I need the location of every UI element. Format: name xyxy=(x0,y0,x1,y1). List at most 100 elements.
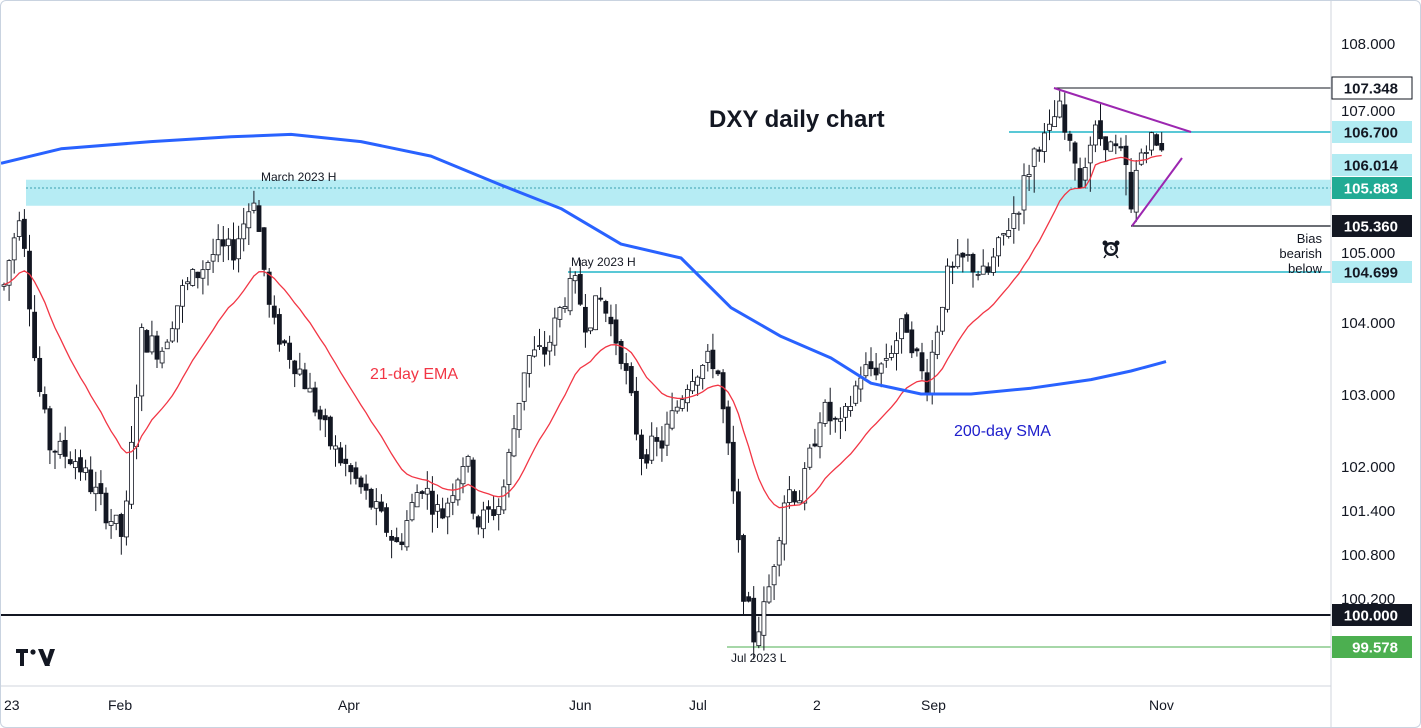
candle-body xyxy=(6,260,12,286)
candle-body xyxy=(149,335,155,353)
candle-body xyxy=(827,401,833,422)
candle-body xyxy=(307,387,313,393)
candle-body xyxy=(583,306,588,333)
candle-body xyxy=(562,306,568,310)
candle-body xyxy=(292,360,298,375)
resistance-zone xyxy=(26,179,1331,206)
candle-body xyxy=(1001,233,1006,236)
candle-body xyxy=(664,423,670,446)
price-badge-label: 100.000 xyxy=(1344,608,1398,625)
candle-body xyxy=(873,367,879,376)
candle-body xyxy=(919,352,925,372)
candle-body xyxy=(83,467,88,473)
candle-body xyxy=(929,351,935,395)
candle-body xyxy=(389,535,395,541)
candle-body xyxy=(460,466,466,485)
price-badge-label: 105.883 xyxy=(1344,181,1398,198)
candle-body xyxy=(47,408,53,451)
candle-body xyxy=(195,271,201,279)
candle-body xyxy=(231,239,236,261)
price-badge-bg xyxy=(1332,215,1412,237)
bias-label-3: below xyxy=(1288,261,1323,276)
candle-body xyxy=(317,409,323,420)
candle-body xyxy=(730,441,736,492)
candle-body xyxy=(225,238,231,247)
candle-body xyxy=(950,265,955,268)
candle-body xyxy=(521,372,527,402)
price-tick: 108.000 xyxy=(1341,36,1395,53)
candle-body xyxy=(613,319,619,344)
candle-body xyxy=(1087,144,1093,164)
candle-body xyxy=(940,306,945,332)
candle-body xyxy=(1093,124,1098,146)
price-badge: 100.000 xyxy=(1332,604,1412,626)
candle-body xyxy=(945,265,950,310)
candle-body xyxy=(516,402,522,431)
price-badge-label: 104.699 xyxy=(1344,265,1398,282)
price-badge-bg xyxy=(1332,121,1412,143)
candle-body xyxy=(552,317,558,346)
candle-body xyxy=(547,341,553,352)
candle-body xyxy=(720,372,726,410)
ema-21-line xyxy=(3,154,1162,509)
price-tick: 102.000 xyxy=(1341,459,1395,476)
candle-body xyxy=(618,340,624,364)
candle-body xyxy=(78,457,83,473)
price-tick: 101.400 xyxy=(1341,503,1395,520)
candle-body xyxy=(394,537,400,543)
candle-body xyxy=(11,237,17,261)
candle-body xyxy=(812,443,818,447)
price-tick: 104.000 xyxy=(1341,315,1395,332)
candle-body xyxy=(496,506,502,515)
candle-body xyxy=(848,406,853,411)
candle-body xyxy=(695,376,700,386)
candle-body xyxy=(98,483,104,495)
candle-body xyxy=(1144,152,1149,154)
candle-body xyxy=(766,586,772,603)
candle-body xyxy=(276,314,282,345)
candle-body xyxy=(980,265,986,275)
candle-body xyxy=(725,406,731,444)
candle-body xyxy=(588,327,593,332)
march-high-label: March 2023 H xyxy=(261,170,336,184)
candle-body xyxy=(57,440,63,455)
price-badge-label: 106.014 xyxy=(1344,158,1399,175)
candle-body xyxy=(960,252,966,258)
candle-body xyxy=(491,509,497,516)
sma-label: 200-day SMA xyxy=(954,423,1051,440)
time-tick: Jun xyxy=(569,697,592,713)
candle-body xyxy=(103,492,109,524)
candle-body xyxy=(649,435,655,461)
candle-body xyxy=(144,330,150,353)
candle-body xyxy=(368,488,374,508)
candle-body xyxy=(62,439,68,457)
candle-body xyxy=(1072,142,1078,164)
candle-body xyxy=(985,266,991,273)
candle-body xyxy=(32,311,38,359)
candle-body xyxy=(450,495,456,503)
candle-body xyxy=(690,381,695,392)
candle-body xyxy=(210,254,216,262)
candle-body xyxy=(894,340,899,354)
candle-body xyxy=(429,490,435,515)
candle-body xyxy=(572,275,578,282)
candle-body xyxy=(761,601,767,636)
candle-body xyxy=(358,477,364,488)
candle-body xyxy=(174,305,180,330)
candle-body xyxy=(480,509,486,530)
candle-body xyxy=(532,349,537,357)
candle-body xyxy=(251,202,257,211)
candle-body xyxy=(598,297,604,300)
time-tick: Jul xyxy=(689,697,707,713)
tradingview-logo-icon[interactable] xyxy=(16,649,55,666)
ema-label: 21-day EMA xyxy=(370,366,458,383)
candle-body xyxy=(771,566,777,586)
candle-body xyxy=(593,295,598,331)
candle-body xyxy=(271,305,277,318)
candle-body xyxy=(736,491,741,541)
candle-body xyxy=(868,361,874,370)
candle-body xyxy=(1031,148,1037,167)
candle-body xyxy=(802,468,808,504)
